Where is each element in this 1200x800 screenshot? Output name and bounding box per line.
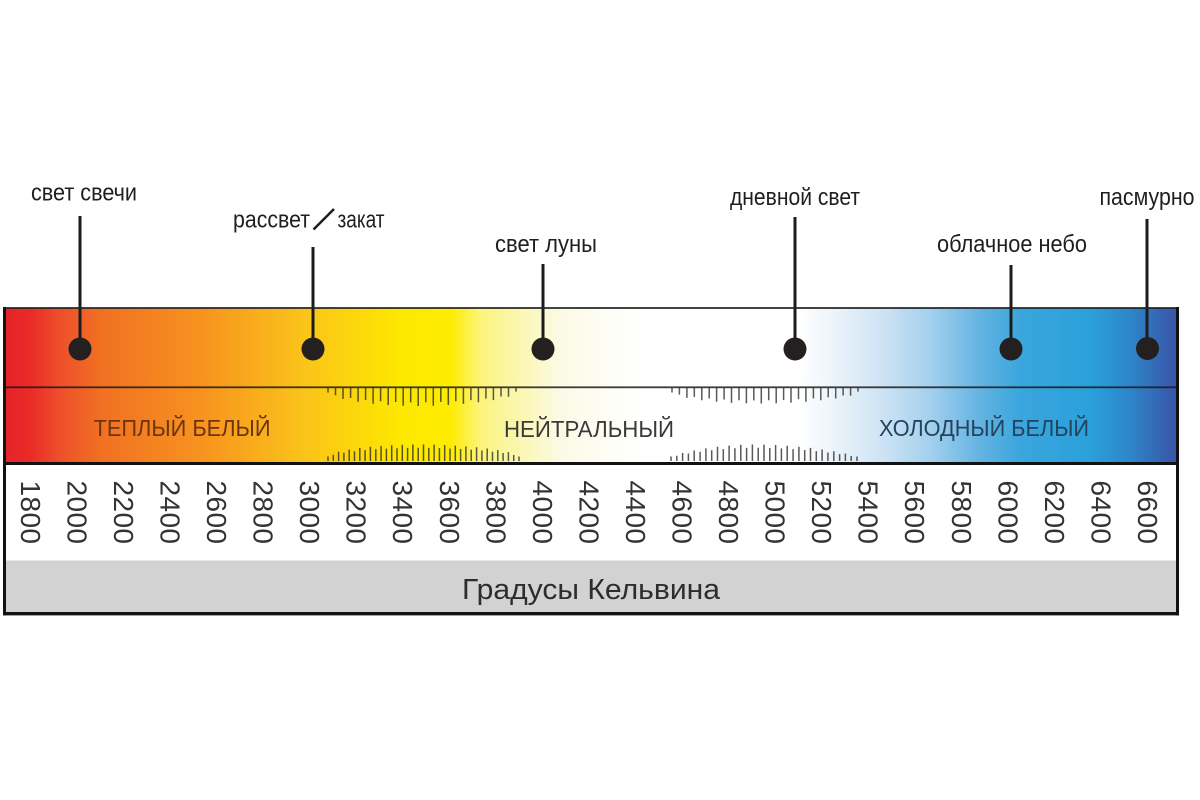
svg-text:5600: 5600 <box>899 481 930 545</box>
svg-text:4200: 4200 <box>573 481 604 545</box>
svg-text:НЕЙТРАЛЬНЫЙ: НЕЙТРАЛЬНЫЙ <box>504 415 674 442</box>
svg-text:5000: 5000 <box>760 481 791 545</box>
svg-text:ТЕПЛЫЙ БЕЛЫЙ: ТЕПЛЫЙ БЕЛЫЙ <box>94 414 271 441</box>
svg-text:3200: 3200 <box>341 481 372 545</box>
svg-text:3400: 3400 <box>387 481 418 545</box>
svg-text:рассвет: рассвет <box>233 207 310 234</box>
svg-text:2000: 2000 <box>61 481 92 545</box>
svg-text:4600: 4600 <box>667 481 698 545</box>
svg-text:2200: 2200 <box>108 481 139 545</box>
svg-text:6400: 6400 <box>1085 481 1116 545</box>
svg-text:3000: 3000 <box>294 481 325 545</box>
svg-text:5400: 5400 <box>853 481 884 545</box>
svg-text:закат: закат <box>338 207 385 234</box>
svg-text:1800: 1800 <box>15 481 46 545</box>
svg-text:2400: 2400 <box>154 481 185 545</box>
svg-text:4000: 4000 <box>527 481 558 545</box>
svg-text:4400: 4400 <box>620 481 651 545</box>
svg-text:облачное небо: облачное небо <box>937 231 1087 258</box>
svg-text:Градусы Кельвина: Градусы Кельвина <box>462 574 720 606</box>
svg-text:2800: 2800 <box>248 481 279 545</box>
svg-text:пасмурно: пасмурно <box>1100 184 1195 211</box>
svg-text:5800: 5800 <box>946 481 977 545</box>
svg-text:4800: 4800 <box>713 481 744 545</box>
svg-text:свет луны: свет луны <box>495 231 597 258</box>
svg-text:5200: 5200 <box>806 481 837 545</box>
svg-text:2600: 2600 <box>201 481 232 545</box>
svg-text:3600: 3600 <box>434 481 465 545</box>
svg-text:ХОЛОДНЫЙ БЕЛЫЙ: ХОЛОДНЫЙ БЕЛЫЙ <box>879 414 1089 441</box>
svg-text:дневной свет: дневной свет <box>730 184 860 211</box>
svg-text:3800: 3800 <box>480 481 511 545</box>
svg-text:свет свечи: свет свечи <box>31 180 137 207</box>
svg-text:6200: 6200 <box>1039 481 1070 545</box>
svg-text:6600: 6600 <box>1132 481 1163 545</box>
svg-text:6000: 6000 <box>992 481 1023 545</box>
